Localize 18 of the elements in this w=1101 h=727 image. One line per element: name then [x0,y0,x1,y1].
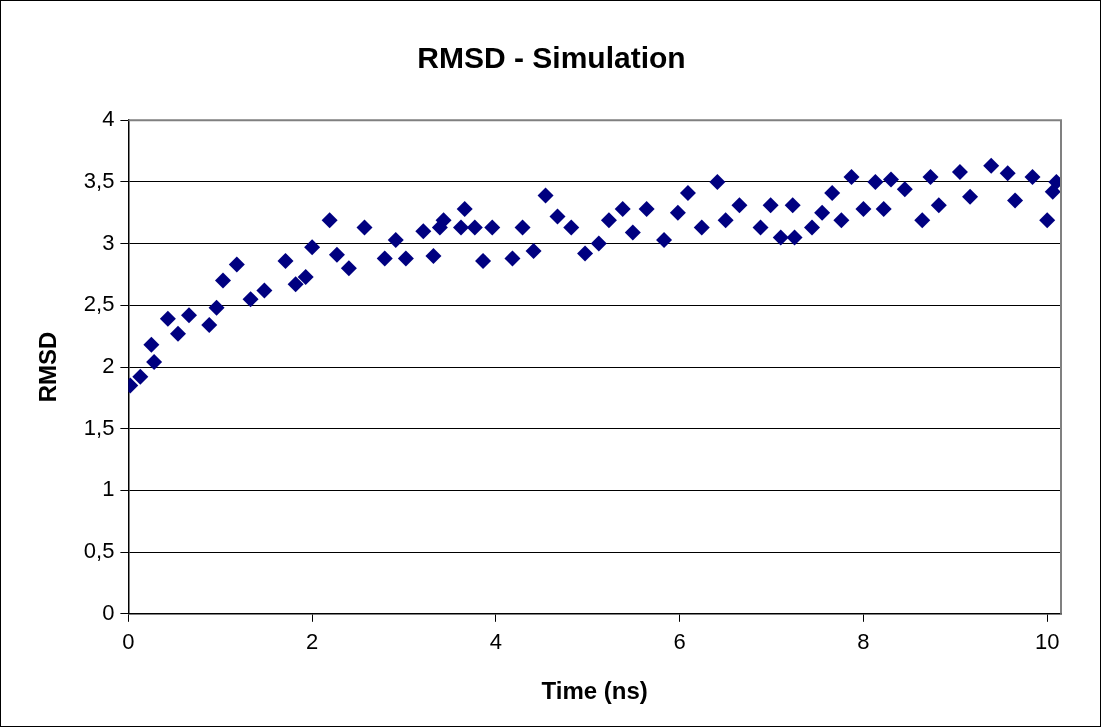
y-tick-label: 2,5 [83,291,115,317]
x-tick-label: 4 [489,629,503,655]
x-tick-label: 6 [673,629,686,655]
y-tick-label: 1 [102,476,115,502]
chart-title: RMSD - Simulation [416,41,687,75]
y-tick-label: 4 [102,106,115,132]
y-tick-label: 1,5 [83,414,115,440]
y-tick-label: 3 [102,229,115,255]
y-tick-label: 0 [102,599,115,625]
y-axis-title: RMSD [34,331,62,403]
x-tick-label: 8 [857,629,870,655]
y-tick-label: 0,5 [83,538,115,564]
x-axis-title: Time (ns) [541,677,648,705]
x-tick-label: 0 [122,629,135,655]
x-tick-label: 10 [1034,629,1060,655]
y-tick-label: 3,5 [83,167,115,193]
y-tick-label: 2 [102,353,115,379]
x-tick-label: 2 [306,629,319,655]
